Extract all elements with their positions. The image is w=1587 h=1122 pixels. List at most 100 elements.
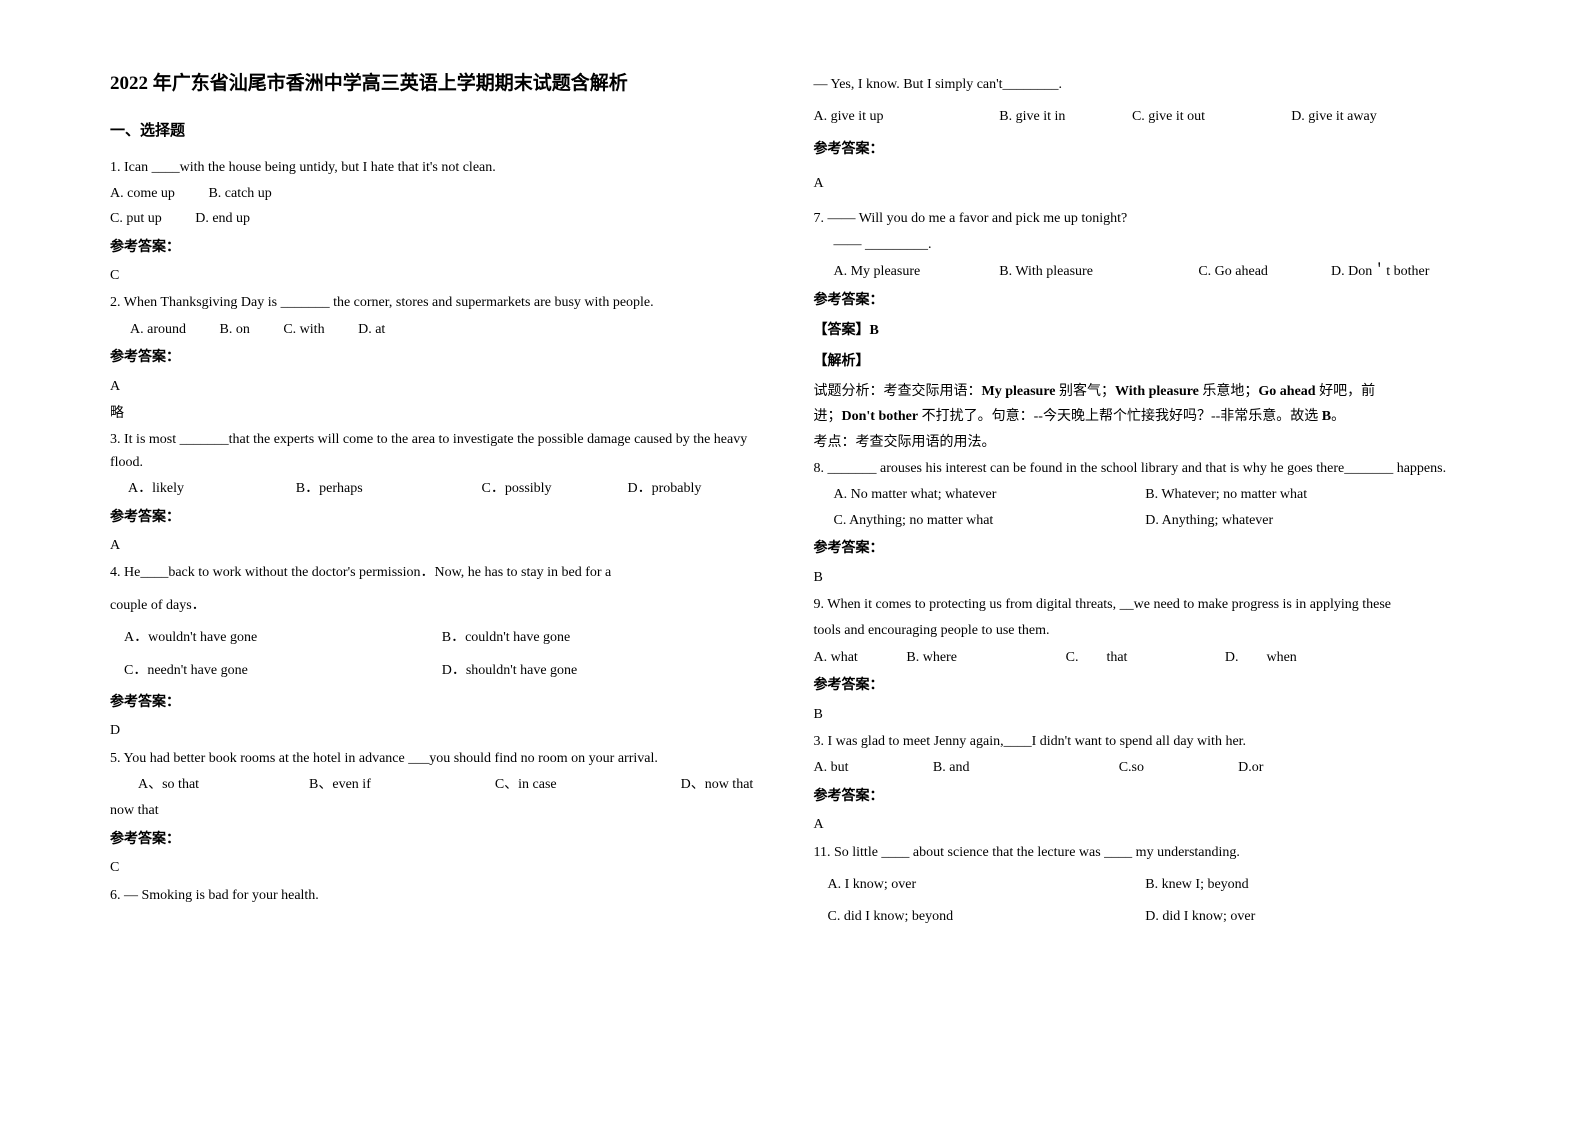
options-row: A、so that B、even if C、in case D、now that: [110, 774, 774, 796]
question-text: —— _________.: [834, 234, 1478, 256]
question-3: 3. It is most _______that the experts wi…: [110, 429, 774, 557]
option-b: B．couldn't have gone: [442, 627, 774, 649]
option-b: B. on: [220, 322, 250, 337]
question-text: 11. So little ____ about science that th…: [814, 842, 1478, 864]
question-text: 4. He____back to work without the doctor…: [110, 562, 774, 584]
options-row: A. I know; over B. knew I; beyond: [814, 874, 1478, 896]
section-heading: 一、选择题: [110, 119, 774, 143]
options-row: A. come up B. catch up: [110, 183, 774, 205]
option-c: C．possibly: [482, 478, 628, 500]
option-d: D. give it away: [1291, 106, 1477, 128]
answer: C: [110, 265, 774, 287]
option-d: D. Anything; whatever: [1145, 510, 1477, 532]
answer: A: [110, 376, 774, 398]
option-b: B. give it in: [999, 106, 1132, 128]
option-c: C.so: [1119, 757, 1238, 779]
answer: B: [814, 704, 1478, 726]
question-9: 9. When it comes to protecting us from d…: [814, 594, 1478, 726]
option-a: A. come up: [110, 186, 175, 201]
question-text: 3. I was glad to meet Jenny again,____I …: [814, 731, 1478, 753]
options-row: A. No matter what; whatever B. Whatever;…: [814, 484, 1478, 506]
jiexi-text: 进；Don't bother 不打扰了。句意：--今天晚上帮个忙接我好吗？--非…: [814, 406, 1478, 428]
option-d: D.or: [1238, 757, 1357, 779]
options-row: A. around B. on C. with D. at: [130, 319, 774, 341]
answer-label: 参考答案：: [110, 507, 774, 529]
question-text: 9. When it comes to protecting us from d…: [814, 594, 1478, 616]
option-c: C. that: [1066, 647, 1225, 669]
option-a: A. No matter what; whatever: [814, 484, 1146, 506]
question-text: 1. Ican ____with the house being untidy,…: [110, 157, 774, 179]
question-11: 11. So little ____ about science that th…: [814, 842, 1478, 929]
option-d: D、now that: [681, 774, 774, 796]
options-row: C. put up D. end up: [110, 208, 774, 230]
option-d: D. end up: [195, 211, 250, 226]
option-d: D. when: [1225, 647, 1424, 669]
options-row: C. did I know; beyond D. did I know; ove…: [814, 906, 1478, 928]
option-c: C. Go ahead: [1198, 261, 1331, 283]
option-b: B．perhaps: [296, 478, 482, 500]
question-text: 8. _______ arouses his interest can be f…: [814, 458, 1478, 480]
question-text: 6. — Smoking is bad for your health.: [110, 885, 774, 907]
answer: A: [110, 535, 774, 557]
options-row: A．likely B．perhaps C．possibly D．probably: [110, 478, 774, 500]
answer-label: 参考答案：: [110, 237, 774, 259]
question-2: 2. When Thanksgiving Day is _______ the …: [110, 292, 774, 425]
question-text: tools and encouraging people to use them…: [814, 620, 1478, 642]
option-a: A．likely: [110, 478, 296, 500]
question-text: 2. When Thanksgiving Day is _______ the …: [110, 292, 774, 314]
option-b: B. where: [906, 647, 1065, 669]
option-a: A、so that: [110, 774, 309, 796]
answer-label: 参考答案：: [814, 290, 1478, 312]
question-text: couple of days．: [110, 595, 774, 617]
question-4: 4. He____back to work without the doctor…: [110, 562, 774, 742]
answer-label: 参考答案：: [814, 786, 1478, 808]
answer: B: [814, 567, 1478, 589]
option-d: D. at: [358, 322, 385, 337]
option-b: B. catch up: [208, 186, 271, 201]
option-b: B. With pleasure: [999, 261, 1198, 283]
option-b: B. and: [933, 757, 1119, 779]
answer-label: 参考答案：: [814, 139, 1478, 161]
option-a: A. around: [130, 322, 186, 337]
option-a: A. what: [814, 647, 907, 669]
question-text: 7. —— Will you do me a favor and pick me…: [814, 208, 1478, 230]
answer-label: 参考答案：: [814, 675, 1478, 697]
question-text: 3. It is most _______that the experts wi…: [110, 429, 774, 474]
option-c: C. did I know; beyond: [814, 906, 1146, 928]
answer-label: 参考答案：: [110, 829, 774, 851]
question-6-part2: — Yes, I know. But I simply can't_______…: [814, 74, 1478, 196]
option-c: C、in case: [495, 774, 681, 796]
option-d: D. Don＇t bother: [1331, 261, 1477, 283]
question-text: 5. You had better book rooms at the hote…: [110, 748, 774, 770]
jiexi-label: 【解析】: [814, 351, 1478, 373]
option-a: A. give it up: [814, 106, 1000, 128]
option-b: B. Whatever; no matter what: [1145, 484, 1477, 506]
question-7: 7. —— Will you do me a favor and pick me…: [814, 208, 1478, 455]
question-1: 1. Ican ____with the house being untidy,…: [110, 157, 774, 288]
option-d: D. did I know; over: [1145, 906, 1477, 928]
answer-bracket: 【答案】B: [814, 320, 1478, 342]
options-row: A. but B. and C.so D.or: [814, 757, 1478, 779]
option-c: C．needn't have gone: [110, 660, 442, 682]
option-a: A．wouldn't have gone: [110, 627, 442, 649]
answer: A: [814, 814, 1478, 836]
option-b: B. knew I; beyond: [1145, 874, 1477, 896]
answer: D: [110, 720, 774, 742]
question-text: — Yes, I know. But I simply can't_______…: [814, 74, 1478, 96]
options-row: C．needn't have gone D．shouldn't have gon…: [110, 660, 774, 682]
question-5: 5. You had better book rooms at the hote…: [110, 748, 774, 880]
options-row: A. what B. where C. that D. when: [814, 647, 1478, 669]
skip-text: 略: [110, 403, 774, 425]
question-6-part1: 6. — Smoking is bad for your health.: [110, 885, 774, 907]
option-d: D．shouldn't have gone: [442, 660, 774, 682]
question-8: 8. _______ arouses his interest can be f…: [814, 458, 1478, 589]
options-row: A. give it up B. give it in C. give it o…: [814, 106, 1478, 128]
left-column: 2022 年广东省汕尾市香洲中学高三英语上学期期末试题含解析 一、选择题 1. …: [90, 70, 794, 1072]
answer-label: 参考答案：: [110, 347, 774, 369]
jiexi-text: 试题分析：考查交际用语：My pleasure 别客气；With pleasur…: [814, 381, 1478, 403]
answer-label: 参考答案：: [814, 538, 1478, 560]
option-b: B、even if: [309, 774, 495, 796]
kaodian: 考点：考查交际用语的用法。: [814, 432, 1478, 454]
answer: C: [110, 857, 774, 879]
answer-label: 参考答案：: [110, 692, 774, 714]
